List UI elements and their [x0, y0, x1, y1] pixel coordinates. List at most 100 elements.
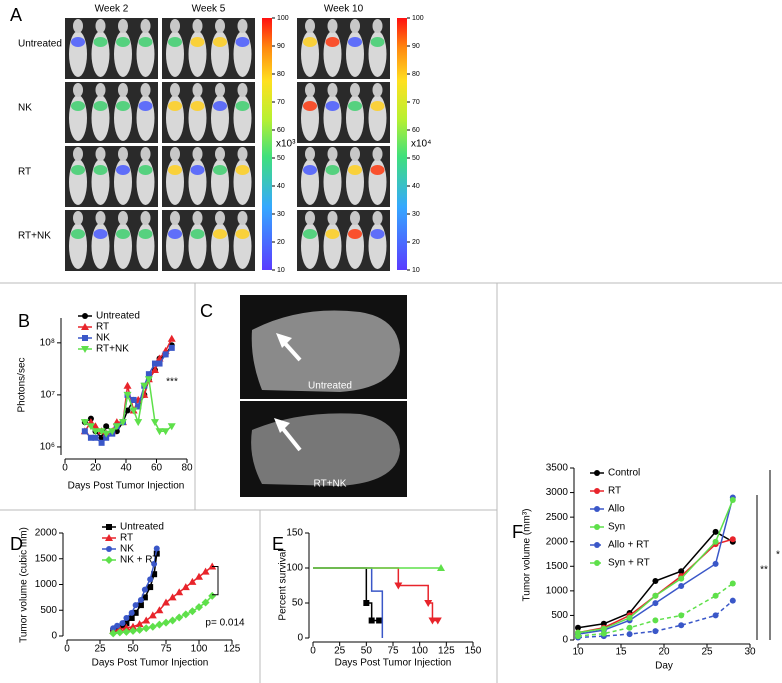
- data-point: [103, 434, 110, 441]
- data-point: [141, 586, 148, 593]
- x-axis-label: Days Post Tumor Injection: [92, 658, 209, 669]
- mouse-head: [305, 19, 315, 33]
- step-line: [313, 567, 438, 622]
- mouse-head: [118, 19, 128, 33]
- legend-label: RT: [96, 322, 109, 333]
- data-point: [195, 572, 203, 580]
- colorbar-tick-label: 60: [412, 127, 420, 134]
- data-point: [201, 598, 210, 607]
- y-tick-label: 0: [297, 633, 303, 644]
- mouse-head: [170, 83, 180, 97]
- annotation: p= 0.014: [205, 618, 245, 629]
- colorbar-tick-label: 20: [412, 239, 420, 246]
- mouse-head: [140, 147, 151, 161]
- x-tick-label: 125: [224, 644, 241, 655]
- mouse-head: [192, 211, 203, 225]
- signal: [370, 101, 385, 111]
- row-label: NK: [18, 103, 32, 114]
- data-point: [132, 602, 139, 609]
- data-point: [148, 611, 157, 619]
- bracket: [212, 565, 219, 596]
- x-tick-label: 20: [90, 463, 102, 474]
- data-point: [678, 612, 685, 619]
- signal: [348, 165, 362, 175]
- signal: [71, 165, 85, 175]
- data-point: [652, 592, 659, 599]
- signal: [303, 37, 317, 47]
- legend-marker: [106, 524, 112, 530]
- data-point: [98, 439, 105, 446]
- data-point: [368, 617, 375, 624]
- mri-tissue: [251, 310, 400, 392]
- signal: [116, 37, 130, 47]
- y-tick-label: 2500: [546, 512, 569, 523]
- row-label: Untreated: [18, 39, 62, 50]
- data-point: [162, 618, 170, 627]
- data-point: [188, 577, 197, 585]
- signal: [71, 37, 85, 47]
- data-point: [153, 545, 160, 552]
- signal: [93, 229, 108, 239]
- column-label: Week 10: [324, 4, 364, 15]
- data-point: [208, 591, 217, 600]
- data-point: [678, 582, 685, 589]
- data-point: [156, 360, 163, 367]
- signal: [325, 229, 340, 239]
- legend-marker: [594, 542, 600, 548]
- signal: [370, 229, 385, 239]
- data-point: [151, 360, 158, 367]
- mouse-head: [372, 211, 383, 225]
- y-tick-label: 10⁷: [40, 390, 55, 401]
- signal: [235, 101, 250, 111]
- mouse-head: [372, 83, 383, 97]
- data-point: [135, 403, 142, 410]
- data-point: [729, 536, 736, 543]
- data-point: [123, 381, 132, 389]
- data-point: [575, 633, 581, 640]
- mouse-head: [95, 83, 106, 97]
- data-point: [87, 434, 94, 441]
- signal: [116, 101, 130, 111]
- data-point: [162, 598, 170, 606]
- data-point: [175, 613, 184, 622]
- legend-marker: [594, 524, 600, 530]
- x-tick-label: 100: [191, 644, 208, 655]
- y-tick-label: 1500: [35, 553, 58, 564]
- data-point: [97, 428, 106, 436]
- data-point: [155, 606, 164, 614]
- data-point: [108, 428, 117, 436]
- data-point: [195, 603, 203, 612]
- signal: [213, 101, 227, 111]
- data-point: [109, 629, 118, 638]
- signal: [213, 37, 227, 47]
- x-tick-label: 60: [151, 463, 163, 474]
- legend-label: Allo: [608, 504, 625, 515]
- image-label: RT+NK: [314, 479, 347, 490]
- data-point: [80, 419, 89, 427]
- legend-label: Syn: [608, 522, 625, 533]
- data-point: [712, 592, 719, 599]
- step-line: [313, 567, 380, 622]
- y-axis-label: Tumor volume (mm³): [522, 509, 533, 602]
- mouse-head: [350, 211, 360, 225]
- mouse-head: [140, 19, 151, 33]
- data-point: [678, 568, 685, 575]
- legend-label: Untreated: [96, 311, 140, 322]
- data-point: [137, 596, 144, 603]
- y-tick-label: 10⁶: [40, 442, 55, 453]
- y-tick-label: 100: [286, 563, 303, 574]
- data-point: [92, 434, 99, 441]
- mouse-head: [118, 211, 128, 225]
- data-point: [433, 617, 442, 625]
- signal: [116, 165, 130, 175]
- signal: [325, 165, 340, 175]
- signal: [348, 229, 362, 239]
- data-point: [112, 423, 121, 431]
- signal: [213, 165, 227, 175]
- row-label: RT+NK: [18, 231, 51, 242]
- colorbar-tick-label: 10: [277, 267, 285, 274]
- mouse-head: [95, 147, 106, 161]
- mouse-head: [140, 83, 151, 97]
- data-point: [652, 600, 659, 607]
- column-label: Week 2: [95, 4, 129, 15]
